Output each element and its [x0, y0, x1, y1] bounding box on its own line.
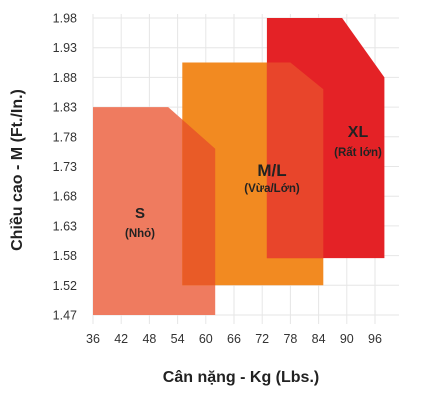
overlap-region [266, 62, 324, 259]
y-tick-label: 1.58 [53, 249, 77, 263]
size-regions [93, 18, 385, 315]
y-tick-label: 1.52 [53, 279, 77, 293]
x-tick-label: 84 [312, 332, 326, 346]
y-tick-label: 1.63 [53, 219, 77, 233]
x-tick-label: 48 [142, 332, 156, 346]
y-tick-label: 1.83 [53, 101, 77, 115]
region-sublabel: (Nhỏ) [125, 228, 155, 240]
y-tick-label: 1.47 [53, 309, 77, 323]
x-tick-label: 36 [86, 332, 100, 346]
y-tick-labels: 1.47 1.52 1.58 1.63 1.68 1.73 1.78 1.83 1.88 1.93… [53, 12, 77, 323]
region-labels: S (Nhỏ) M/L (Vừa/Lớn) XL (Rất lớn) [125, 124, 382, 240]
x-tick-label: 66 [227, 332, 241, 346]
y-tick-label: 1.68 [53, 190, 77, 204]
y-tick-label: 1.78 [53, 130, 77, 144]
y-tick-label: 1.93 [53, 41, 77, 55]
x-tick-label: 72 [255, 332, 269, 346]
x-axis-title: Cân nặng - Kg (Lbs.) [163, 369, 319, 386]
region-label: S [135, 205, 145, 222]
x-tick-labels: 36 42 48 54 60 66 72 78 84 90 96 [86, 332, 382, 346]
y-tick-label: 1.88 [53, 71, 77, 85]
overlap-region [182, 107, 216, 286]
y-tick-label: 1.73 [53, 160, 77, 174]
region-sublabel: (Rất lớn) [334, 147, 382, 159]
x-tick-label: 60 [199, 332, 213, 346]
overlap-regions [182, 62, 324, 286]
y-tick-label: 1.98 [53, 12, 77, 26]
x-tick-label: 90 [340, 332, 354, 346]
region-label: M/L [257, 161, 286, 180]
region-sublabel: (Vừa/Lớn) [244, 183, 300, 195]
x-tick-label: 54 [171, 332, 185, 346]
x-tick-label: 96 [368, 332, 382, 346]
y-axis-title: Chiều cao - M (Ft./In.) [9, 89, 26, 251]
region-label: XL [348, 124, 369, 141]
x-tick-label: 42 [114, 332, 128, 346]
x-tick-label: 78 [283, 332, 297, 346]
